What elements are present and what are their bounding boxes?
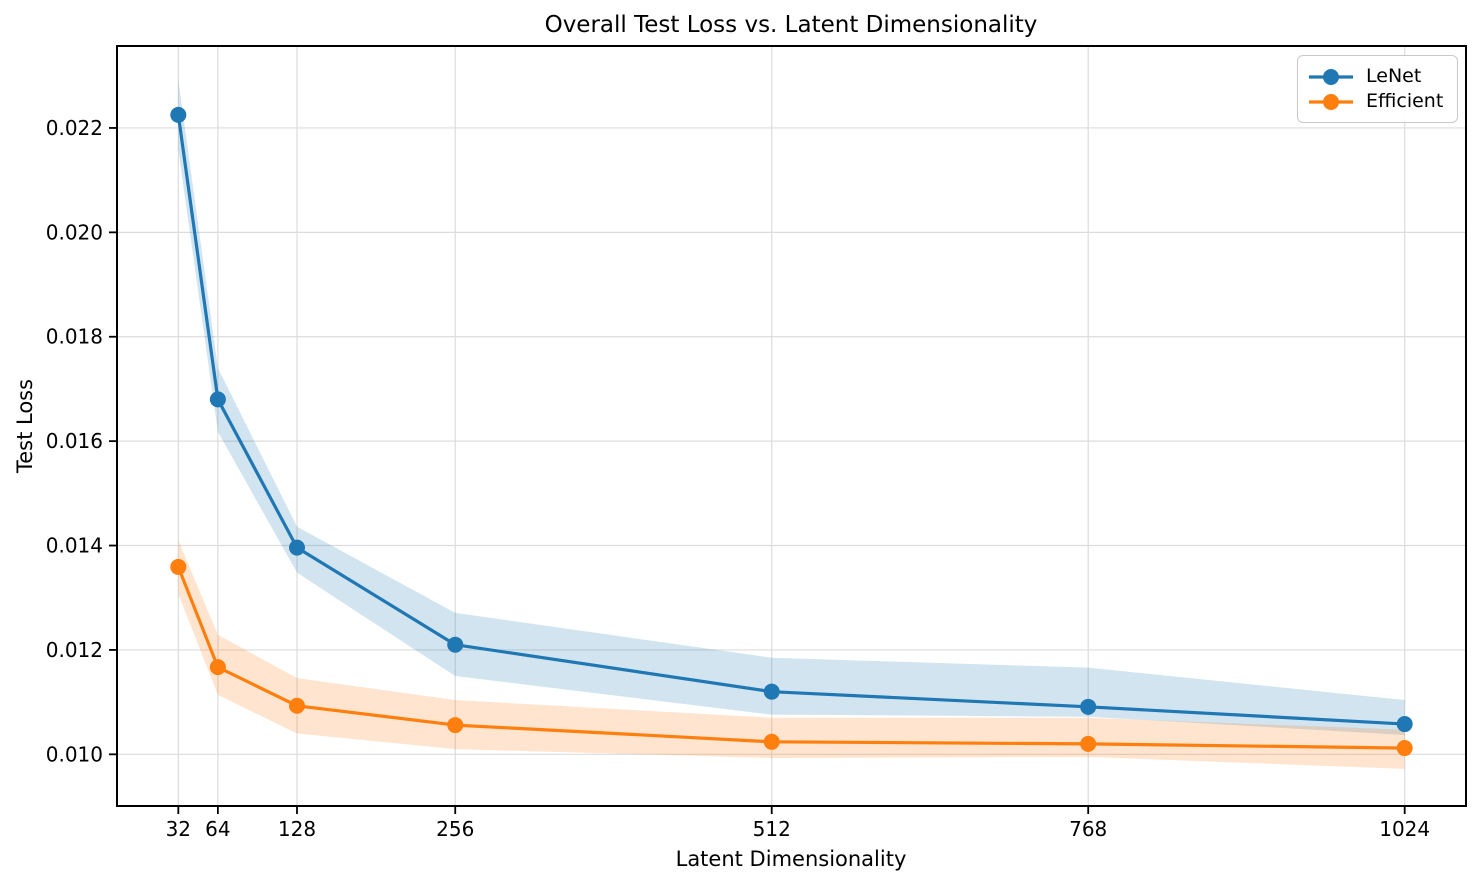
x-tick-label: 128 — [278, 817, 316, 841]
legend-entry-lenet: LeNet — [1308, 67, 1447, 86]
lenet-marker — [447, 636, 464, 653]
x-tick-label: 1024 — [1379, 817, 1430, 841]
efficient-marker — [288, 697, 305, 714]
lenet-marker — [763, 683, 780, 700]
x-tick-label: 256 — [436, 817, 474, 841]
y-tick-label: 0.010 — [46, 742, 103, 766]
y-axis-label: Test Loss — [13, 378, 37, 474]
efficient-marker — [170, 558, 187, 575]
lenet-marker — [1396, 716, 1413, 733]
lenet-line — [176, 114, 1405, 726]
x-axis-label: Latent Dimensionality — [675, 847, 907, 871]
x-tick-label: 64 — [205, 817, 230, 841]
y-tick-label: 0.018 — [46, 325, 103, 349]
y-tick-label: 0.016 — [46, 429, 103, 453]
efficient-marker — [763, 733, 780, 750]
x-tick-label: 512 — [753, 817, 791, 841]
x-tick-label: 768 — [1069, 817, 1107, 841]
lenet-marker — [170, 106, 187, 123]
y-tick-label: 0.014 — [46, 534, 103, 558]
y-tick-label: 0.022 — [46, 116, 103, 140]
legend-label-efficient: Efficient — [1366, 90, 1444, 112]
efficient-marker — [209, 659, 226, 676]
x-tick-label: 32 — [166, 817, 191, 841]
axes-frame — [116, 45, 1467, 807]
chart-title: Overall Test Loss vs. Latent Dimensional… — [544, 12, 1038, 38]
legend-label-lenet: LeNet — [1366, 65, 1422, 87]
efficient-marker — [1080, 735, 1097, 752]
y-tick-label: 0.020 — [46, 220, 103, 244]
lenet-line-sample-icon — [1309, 68, 1353, 85]
efficient-line-sample-icon — [1309, 93, 1353, 110]
efficient-marker — [447, 717, 464, 734]
legend: LeNet Efficient — [1297, 55, 1458, 123]
lenet-marker — [288, 539, 305, 556]
y-tick-label: 0.012 — [46, 638, 103, 662]
efficient-confidence-band — [178, 540, 1405, 769]
lenet-confidence-band — [178, 79, 1405, 736]
lenet-marker — [1080, 698, 1097, 715]
legend-entry-efficient: Efficient — [1308, 92, 1447, 111]
lenet-marker — [209, 391, 226, 408]
efficient-marker — [1396, 740, 1413, 757]
